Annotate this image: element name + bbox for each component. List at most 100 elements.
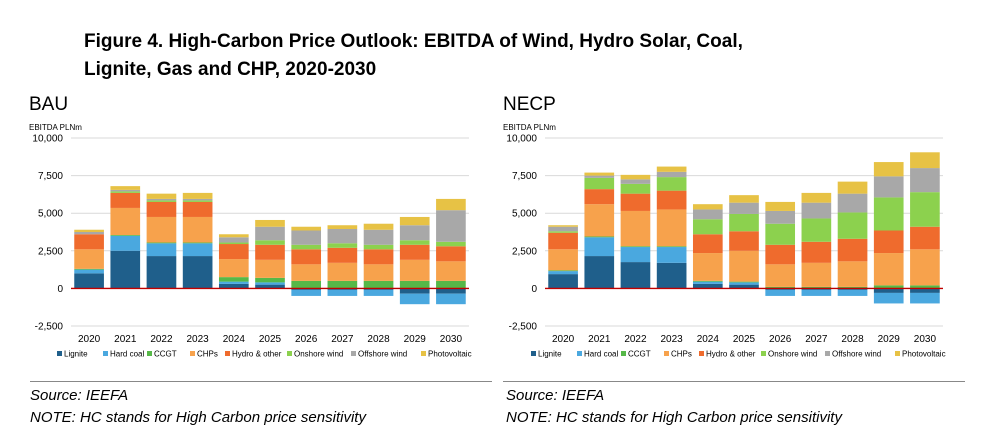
bar-onshore-wind-2028 bbox=[363, 244, 394, 250]
y-tick-label: 2,500 bbox=[512, 246, 537, 257]
bar-offshore-wind-2022 bbox=[620, 179, 651, 184]
right-note: NOTE: HC stands for High Carbon price se… bbox=[506, 409, 842, 426]
bar-ccgt-2025 bbox=[729, 281, 759, 283]
bar-chps-2028 bbox=[363, 264, 394, 281]
bar-hard-coal-2023 bbox=[656, 247, 687, 263]
necp-chart: EBITDA PLNm 10,000 7,500 5,000 2,500 0 -2,500 2… bbox=[503, 123, 946, 359]
bar-hydro-other-2025 bbox=[255, 244, 285, 260]
legend-swatch-hydro-other bbox=[699, 351, 704, 356]
bar-lignite-2024 bbox=[692, 283, 723, 289]
bar-hydro-other-2020 bbox=[548, 232, 578, 250]
legend-label-ccgt: CCGT bbox=[154, 350, 177, 359]
bar-offshore-wind-2026 bbox=[765, 210, 796, 224]
bar-hydro-other-2025 bbox=[729, 231, 759, 251]
bar-hard-coal-2030 bbox=[910, 292, 940, 304]
legend-swatch-hard-coal bbox=[577, 351, 582, 356]
y-tick-label: 5,000 bbox=[512, 209, 537, 220]
y-tick-label: 10,000 bbox=[506, 134, 537, 145]
legend-swatch-photovoltaic bbox=[895, 351, 900, 356]
bar-lignite-2025 bbox=[729, 284, 759, 289]
bar-hydro-other-2026 bbox=[291, 249, 322, 265]
bar-lignite-2029 bbox=[399, 288, 430, 294]
bar-hydro-other-2022 bbox=[146, 201, 177, 217]
bar-onshore-wind-2023 bbox=[182, 200, 213, 202]
y-axis-unit-label: EBITDA PLNm bbox=[503, 123, 556, 132]
bar-lignite-2030 bbox=[436, 288, 466, 294]
bar-ccgt-2029 bbox=[399, 280, 430, 289]
bar-ccgt-2028 bbox=[363, 280, 394, 289]
bar-hard-coal-2022 bbox=[146, 243, 177, 257]
bar-offshore-wind-2024 bbox=[692, 209, 723, 220]
bar-onshore-wind-2024 bbox=[218, 242, 249, 245]
bar-photovoltaic-2028 bbox=[837, 181, 868, 194]
bar-photovoltaic-2026 bbox=[765, 201, 796, 211]
bar-chps-2023 bbox=[656, 209, 687, 247]
legend-label-hard-coal: Hard coal bbox=[584, 350, 618, 359]
bar-hydro-other-2026 bbox=[765, 244, 796, 265]
y-tick-label: 0 bbox=[531, 284, 537, 295]
bar-chps-2029 bbox=[873, 253, 904, 286]
bar-offshore-wind-2027 bbox=[801, 202, 832, 219]
y-tick-label: -2,500 bbox=[509, 322, 538, 333]
bar-chps-2027 bbox=[801, 262, 832, 287]
legend-swatch-onshore-wind bbox=[287, 351, 292, 356]
bar-onshore-wind-2028 bbox=[837, 212, 868, 239]
y-axis-unit-label: EBITDA PLNm bbox=[29, 123, 82, 132]
bar-lignite-2020 bbox=[74, 273, 104, 289]
x-tick-label: 2022 bbox=[624, 334, 647, 345]
bar-onshore-wind-2022 bbox=[146, 200, 177, 202]
bar-hydro-other-2027 bbox=[801, 241, 832, 263]
legend-swatch-chps bbox=[190, 351, 195, 356]
necp-chart-panel: NECP EBITDA PLNm 10,000 7,500 5,000 2,500 0 -2… bbox=[501, 94, 975, 380]
y-tick-label: 0 bbox=[57, 284, 63, 295]
x-tick-label: 2023 bbox=[187, 334, 210, 345]
bar-lignite-2021 bbox=[584, 256, 615, 289]
bar-hydro-other-2023 bbox=[182, 201, 213, 217]
bar-ccgt-2022 bbox=[146, 242, 177, 244]
bar-hard-coal-2022 bbox=[620, 247, 651, 263]
y-tick-label: 2,500 bbox=[38, 246, 63, 257]
bar-photovoltaic-2024 bbox=[218, 234, 249, 238]
bar-chps-2026 bbox=[291, 264, 322, 281]
bar-photovoltaic-2020 bbox=[548, 225, 578, 227]
bar-onshore-wind-2023 bbox=[656, 177, 687, 191]
bar-lignite-2026 bbox=[765, 288, 796, 290]
bar-offshore-wind-2023 bbox=[182, 198, 213, 201]
bar-hard-coal-2028 bbox=[837, 289, 868, 296]
bar-lignite-2027 bbox=[327, 288, 358, 290]
legend-label-offshore-wind: Offshore wind bbox=[358, 350, 407, 359]
bar-photovoltaic-2025 bbox=[255, 219, 285, 227]
bar-chps-2021 bbox=[110, 207, 141, 236]
bar-hard-coal-2021 bbox=[110, 235, 141, 251]
x-tick-label: 2025 bbox=[259, 334, 282, 345]
bar-lignite-2025 bbox=[255, 284, 285, 289]
bar-photovoltaic-2023 bbox=[656, 166, 687, 172]
bar-offshore-wind-2023 bbox=[656, 171, 687, 178]
y-tick-label: 5,000 bbox=[38, 209, 63, 220]
left-divider bbox=[30, 381, 492, 382]
right-divider bbox=[503, 381, 965, 382]
x-tick-label: 2022 bbox=[150, 334, 173, 345]
bar-photovoltaic-2030 bbox=[436, 198, 466, 211]
bar-lignite-2022 bbox=[620, 262, 651, 289]
bau-chart-panel: BAU EBITDA PLNm 10,000 7,500 5,000 2,500 0 -2,… bbox=[27, 94, 501, 380]
bar-photovoltaic-2020 bbox=[74, 229, 104, 232]
legend-label-photovoltaic: Photovoltaic bbox=[428, 350, 472, 359]
legend-label-lignite: Lignite bbox=[538, 350, 562, 359]
bar-hydro-other-2020 bbox=[74, 234, 104, 250]
bar-offshore-wind-2021 bbox=[110, 189, 141, 192]
bar-hydro-other-2027 bbox=[327, 247, 358, 263]
x-tick-label: 2029 bbox=[878, 334, 901, 345]
bar-hard-coal-2025 bbox=[255, 282, 285, 285]
bar-hard-coal-2029 bbox=[399, 293, 430, 305]
bar-photovoltaic-2027 bbox=[801, 192, 832, 203]
legend-swatch-lignite bbox=[57, 351, 62, 356]
bar-hard-coal-2024 bbox=[218, 281, 249, 284]
bar-hard-coal-2029 bbox=[873, 292, 904, 304]
bar-hydro-other-2028 bbox=[837, 238, 868, 262]
bar-photovoltaic-2025 bbox=[729, 195, 759, 203]
bar-ccgt-2020 bbox=[74, 268, 104, 270]
legend-swatch-chps bbox=[664, 351, 669, 356]
left-source: Source: IEEFA bbox=[30, 387, 129, 404]
bar-onshore-wind-2027 bbox=[801, 218, 832, 242]
